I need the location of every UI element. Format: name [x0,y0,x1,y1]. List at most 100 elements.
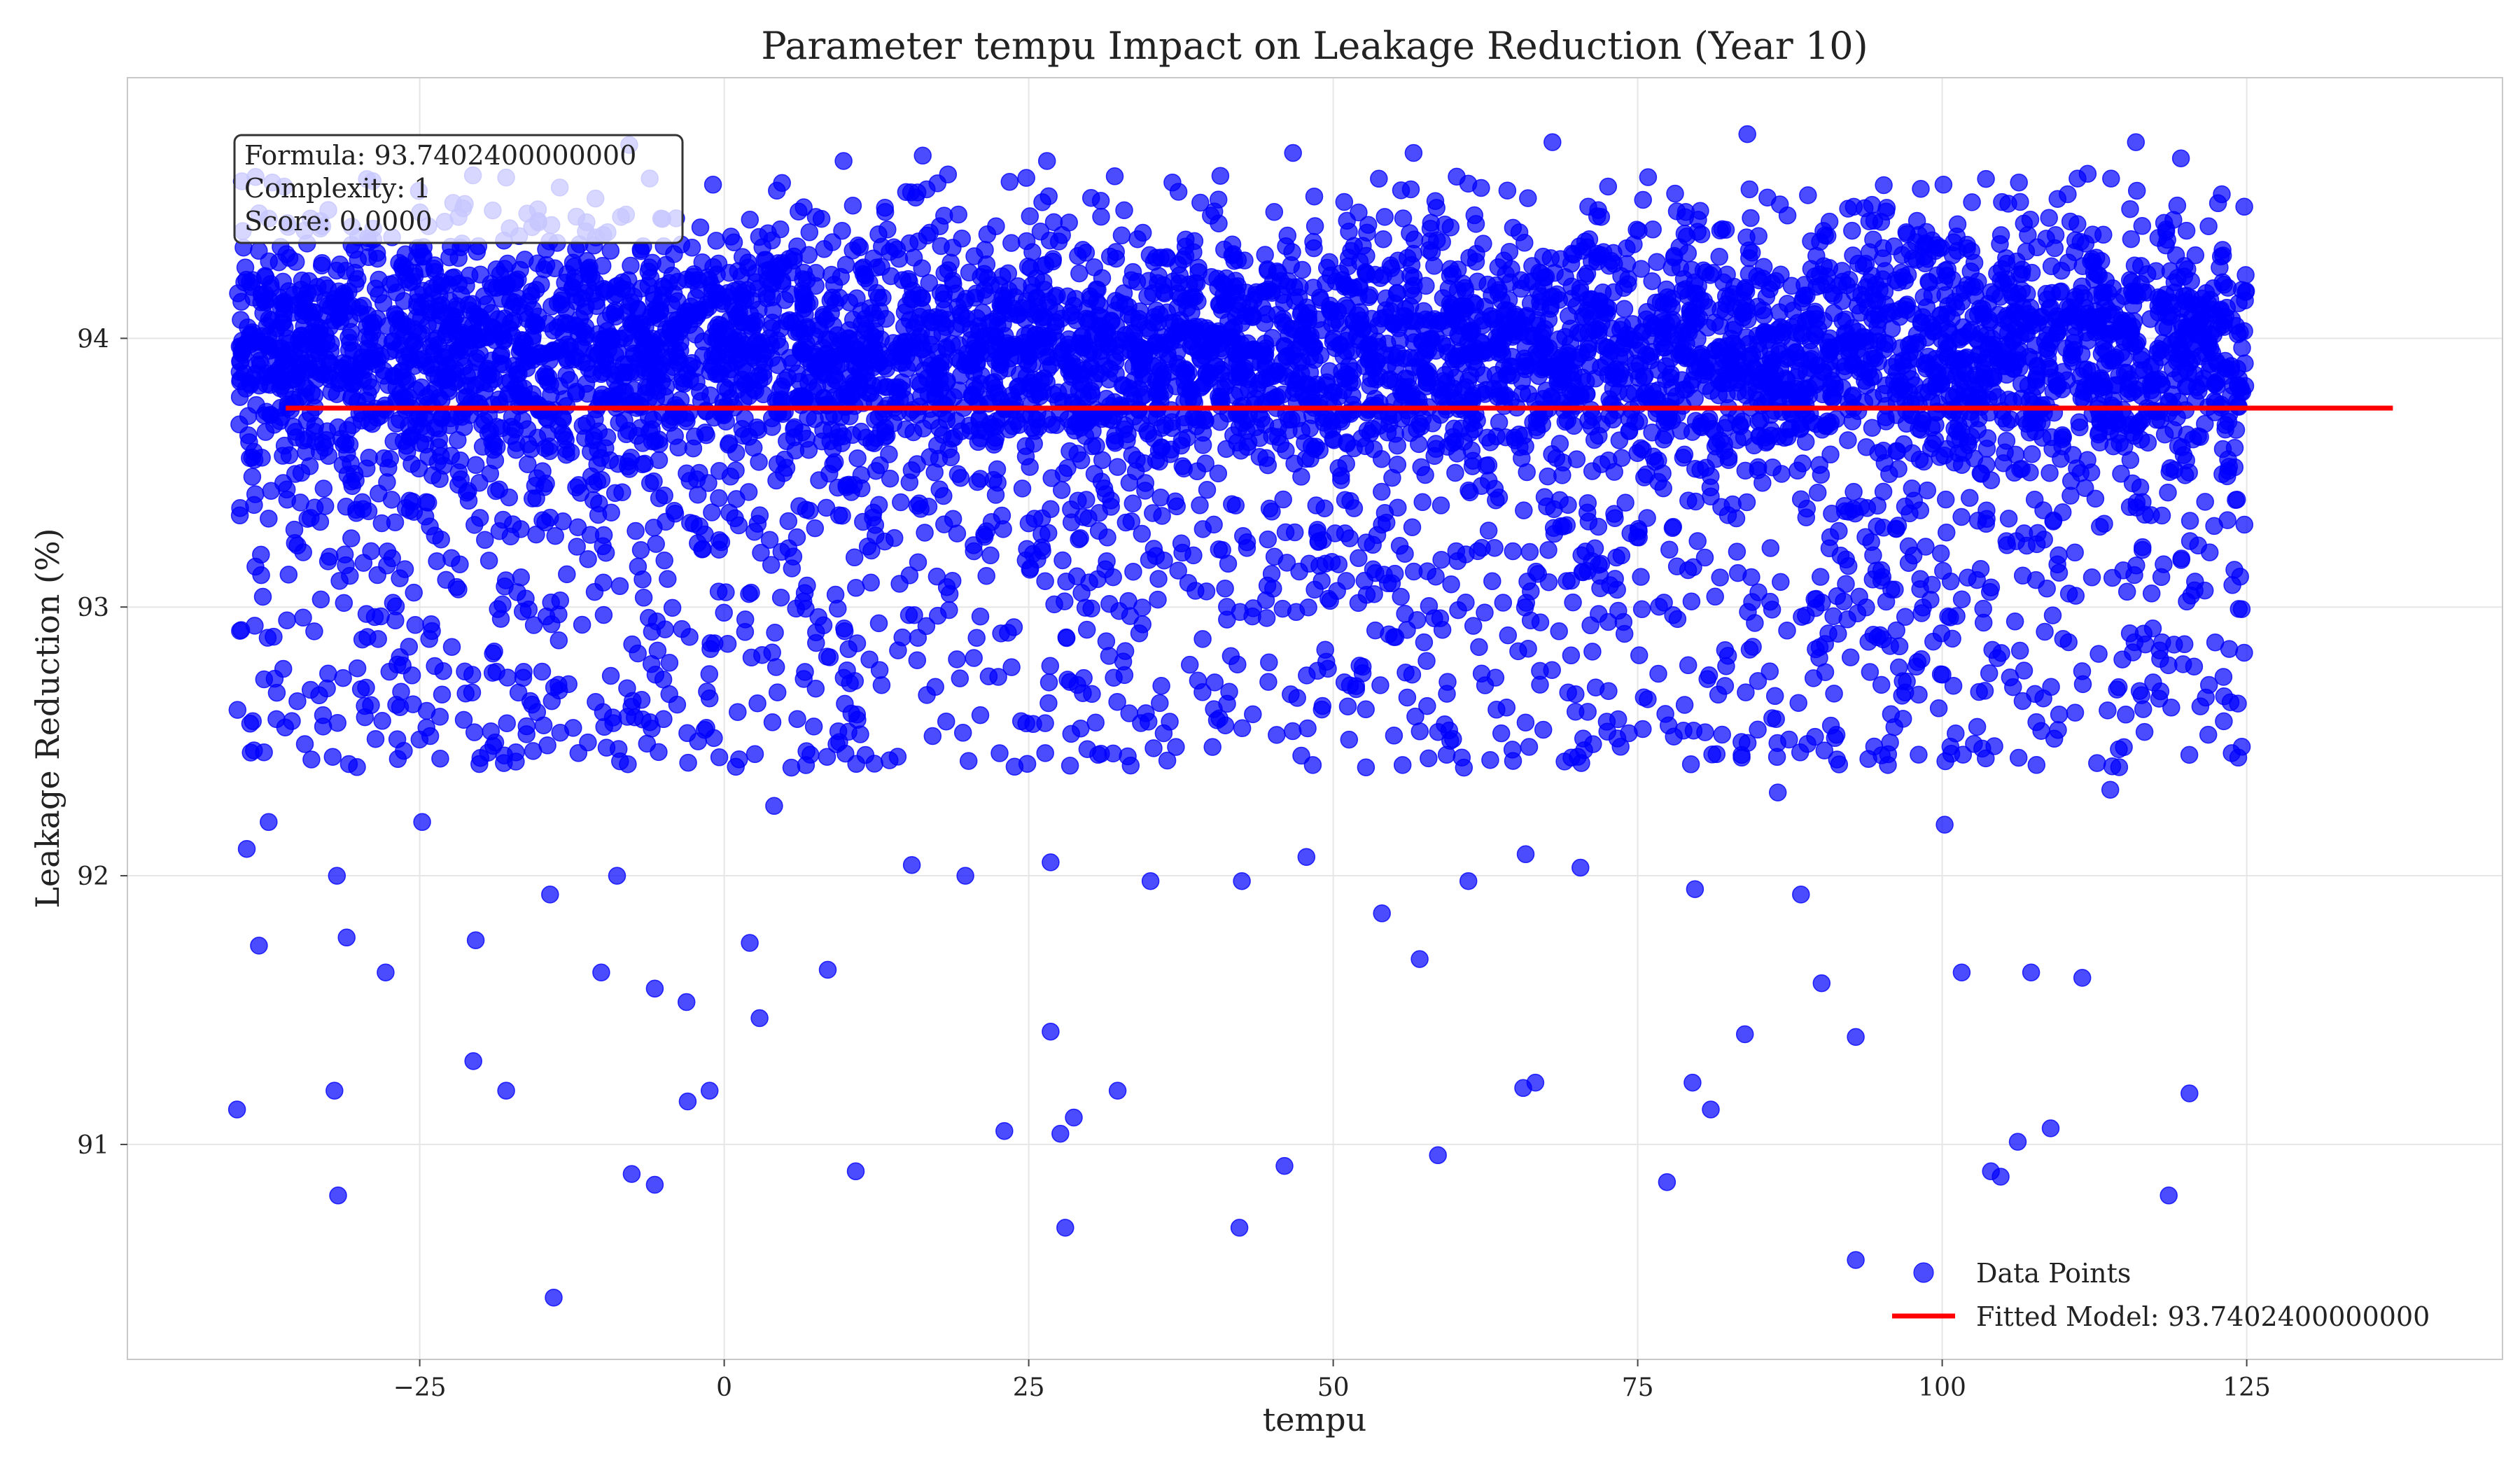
data-point [381,449,400,468]
data-point [2188,378,2206,397]
data-point [518,344,537,363]
data-point [1093,451,1112,470]
data-point [1788,461,1807,480]
data-point [1210,413,1229,431]
data-point [1474,234,1492,253]
data-point [304,335,323,354]
data-point [1426,192,1445,210]
data-point [1147,333,1166,351]
data-point [1108,458,1127,476]
data-point [1283,243,1301,261]
data-point [740,428,758,446]
data-point [1754,258,1773,276]
data-point [867,461,886,480]
data-point [657,320,676,338]
data-point [2199,217,2218,235]
data-point [2087,248,2106,267]
data-point [902,338,920,356]
data-point [876,309,895,328]
data-point [943,335,961,354]
data-point [360,449,378,467]
data-point [1198,481,1217,499]
data-point [1562,277,1581,296]
data-point [1317,258,1336,277]
data-point [1894,435,1913,454]
data-point [386,274,404,293]
data-point [1013,299,1032,317]
data-point [1236,307,1255,326]
data-point [1592,208,1611,226]
data-point [1740,180,1759,199]
data-point [2087,309,2106,328]
data-point [1945,453,1963,472]
data-point [2099,284,2118,302]
data-point [1999,391,2018,409]
data-point [2204,326,2223,344]
data-point [799,246,818,264]
data-point [1500,242,1519,261]
data-point [354,297,372,315]
data-point [1962,370,1980,388]
data-point [1172,436,1191,455]
data-point [1639,168,1658,186]
data-point [1811,232,1829,251]
data-point [2040,463,2059,482]
data-point [1372,309,1390,328]
data-point [1839,431,1857,449]
data-point [1410,435,1428,454]
data-point [407,416,426,435]
data-point [711,365,730,383]
data-point [1843,221,1861,240]
data-point [942,429,961,448]
data-point [656,387,675,406]
data-point [650,489,668,507]
data-point [1514,426,1533,445]
data-point [1880,465,1898,484]
data-point [588,345,606,364]
data-point [769,356,788,374]
data-point [2225,438,2244,457]
data-point [2075,382,2093,401]
data-point [1628,220,1646,239]
data-point [2157,223,2176,241]
data-point [265,416,284,434]
data-point [987,217,1005,235]
data-point [636,384,655,402]
data-point [1035,281,1054,299]
data-point [1217,295,1235,314]
data-point [1359,216,1378,234]
data-point [1394,209,1413,227]
data-point [1934,176,1953,194]
data-point [1124,309,1142,328]
data-point [741,211,760,229]
data-point [812,209,831,228]
data-point [402,455,421,473]
data-point [1675,445,1694,464]
data-point [2017,242,2036,261]
data-point [650,435,668,454]
data-point [881,243,899,261]
data-point [848,449,867,468]
data-point [1100,247,1119,266]
data-point [1479,456,1498,475]
data-point [500,488,519,507]
data-point [1820,212,1839,231]
data-point [878,220,897,239]
data-point [930,480,948,498]
data-point [2230,376,2248,395]
data-point [1386,424,1405,443]
data-point [1916,254,1934,273]
data-point [1897,301,1916,319]
data-point [895,303,914,322]
data-point [2102,169,2120,188]
data-point [2166,246,2185,265]
data-point [1026,326,1044,344]
data-point [1799,186,1817,204]
data-point [832,267,850,286]
data-point [2047,324,2066,342]
data-point [1333,363,1351,381]
data-point [1654,479,1672,498]
data-point [1616,493,1634,512]
data-point [1018,258,1037,276]
data-point [1966,278,1984,296]
